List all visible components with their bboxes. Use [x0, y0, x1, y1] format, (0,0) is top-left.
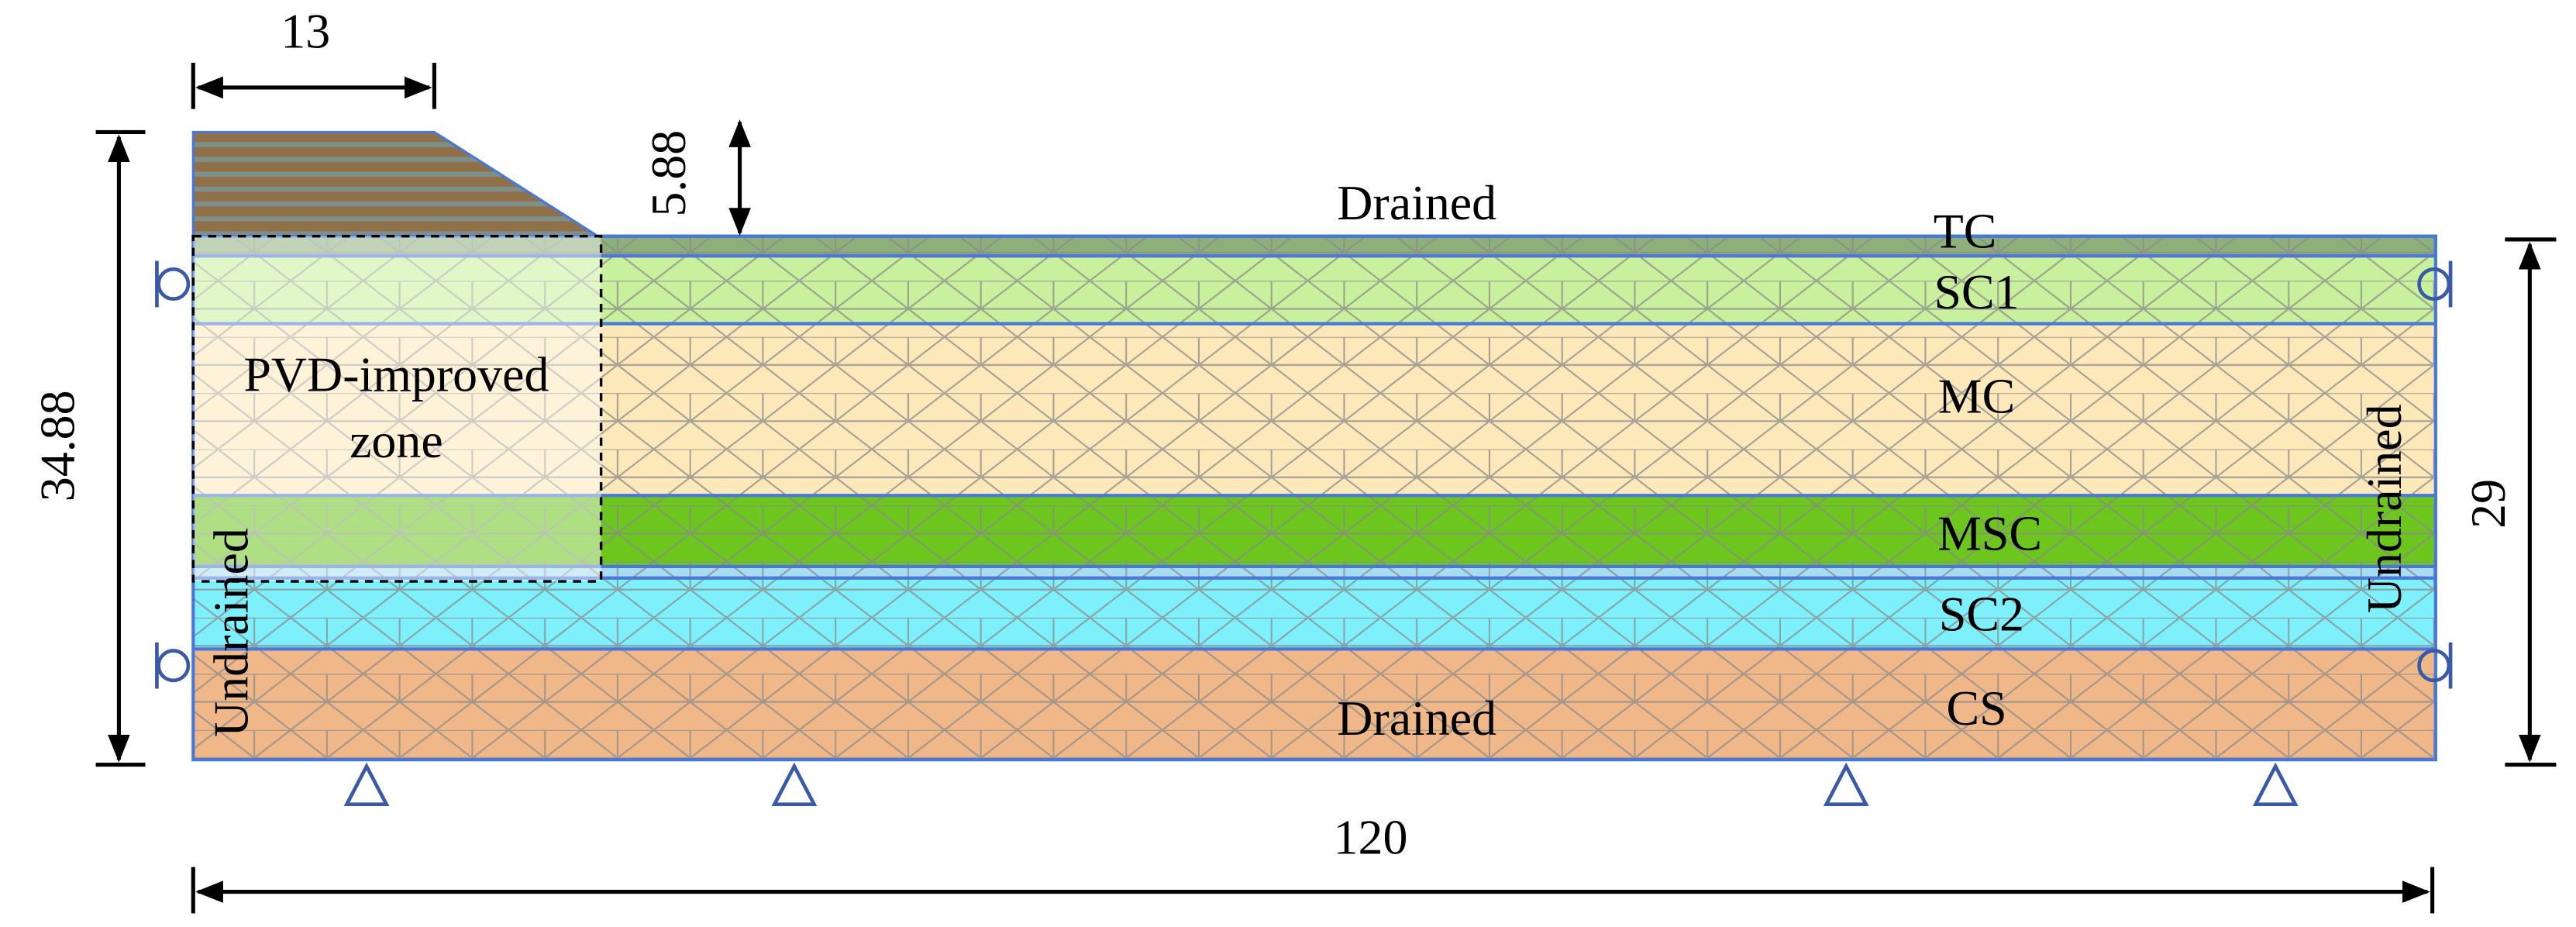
dimension-label: 13: [281, 4, 330, 59]
pvd-zone-label: PVD-improved: [243, 347, 549, 402]
dimension-label: 120: [1334, 809, 1408, 864]
pvd-zone-label: zone: [350, 413, 443, 468]
boundary-label: Undrained: [203, 528, 258, 737]
dimension-label: 5.88: [641, 130, 696, 217]
layer-label: CS: [1946, 681, 2006, 736]
boundary-label: Drained: [1337, 175, 1496, 230]
boundary-label: Undrained: [2357, 404, 2412, 613]
dimension-label: 34.88: [30, 390, 85, 501]
pvd-zone: [191, 234, 603, 583]
supports: [155, 260, 2453, 807]
layer-label: TC: [1934, 203, 1997, 258]
embankment: [191, 130, 602, 238]
boundary-label: Drained: [1337, 691, 1496, 746]
layer-label: SC2: [1939, 587, 2024, 642]
layer-label: MC: [1938, 368, 2015, 423]
dimension-label: 29: [2461, 479, 2516, 529]
dimension-lines: [95, 62, 2557, 914]
layer-label: SC1: [1934, 264, 2019, 319]
layer-label: MSC: [1937, 505, 2042, 560]
